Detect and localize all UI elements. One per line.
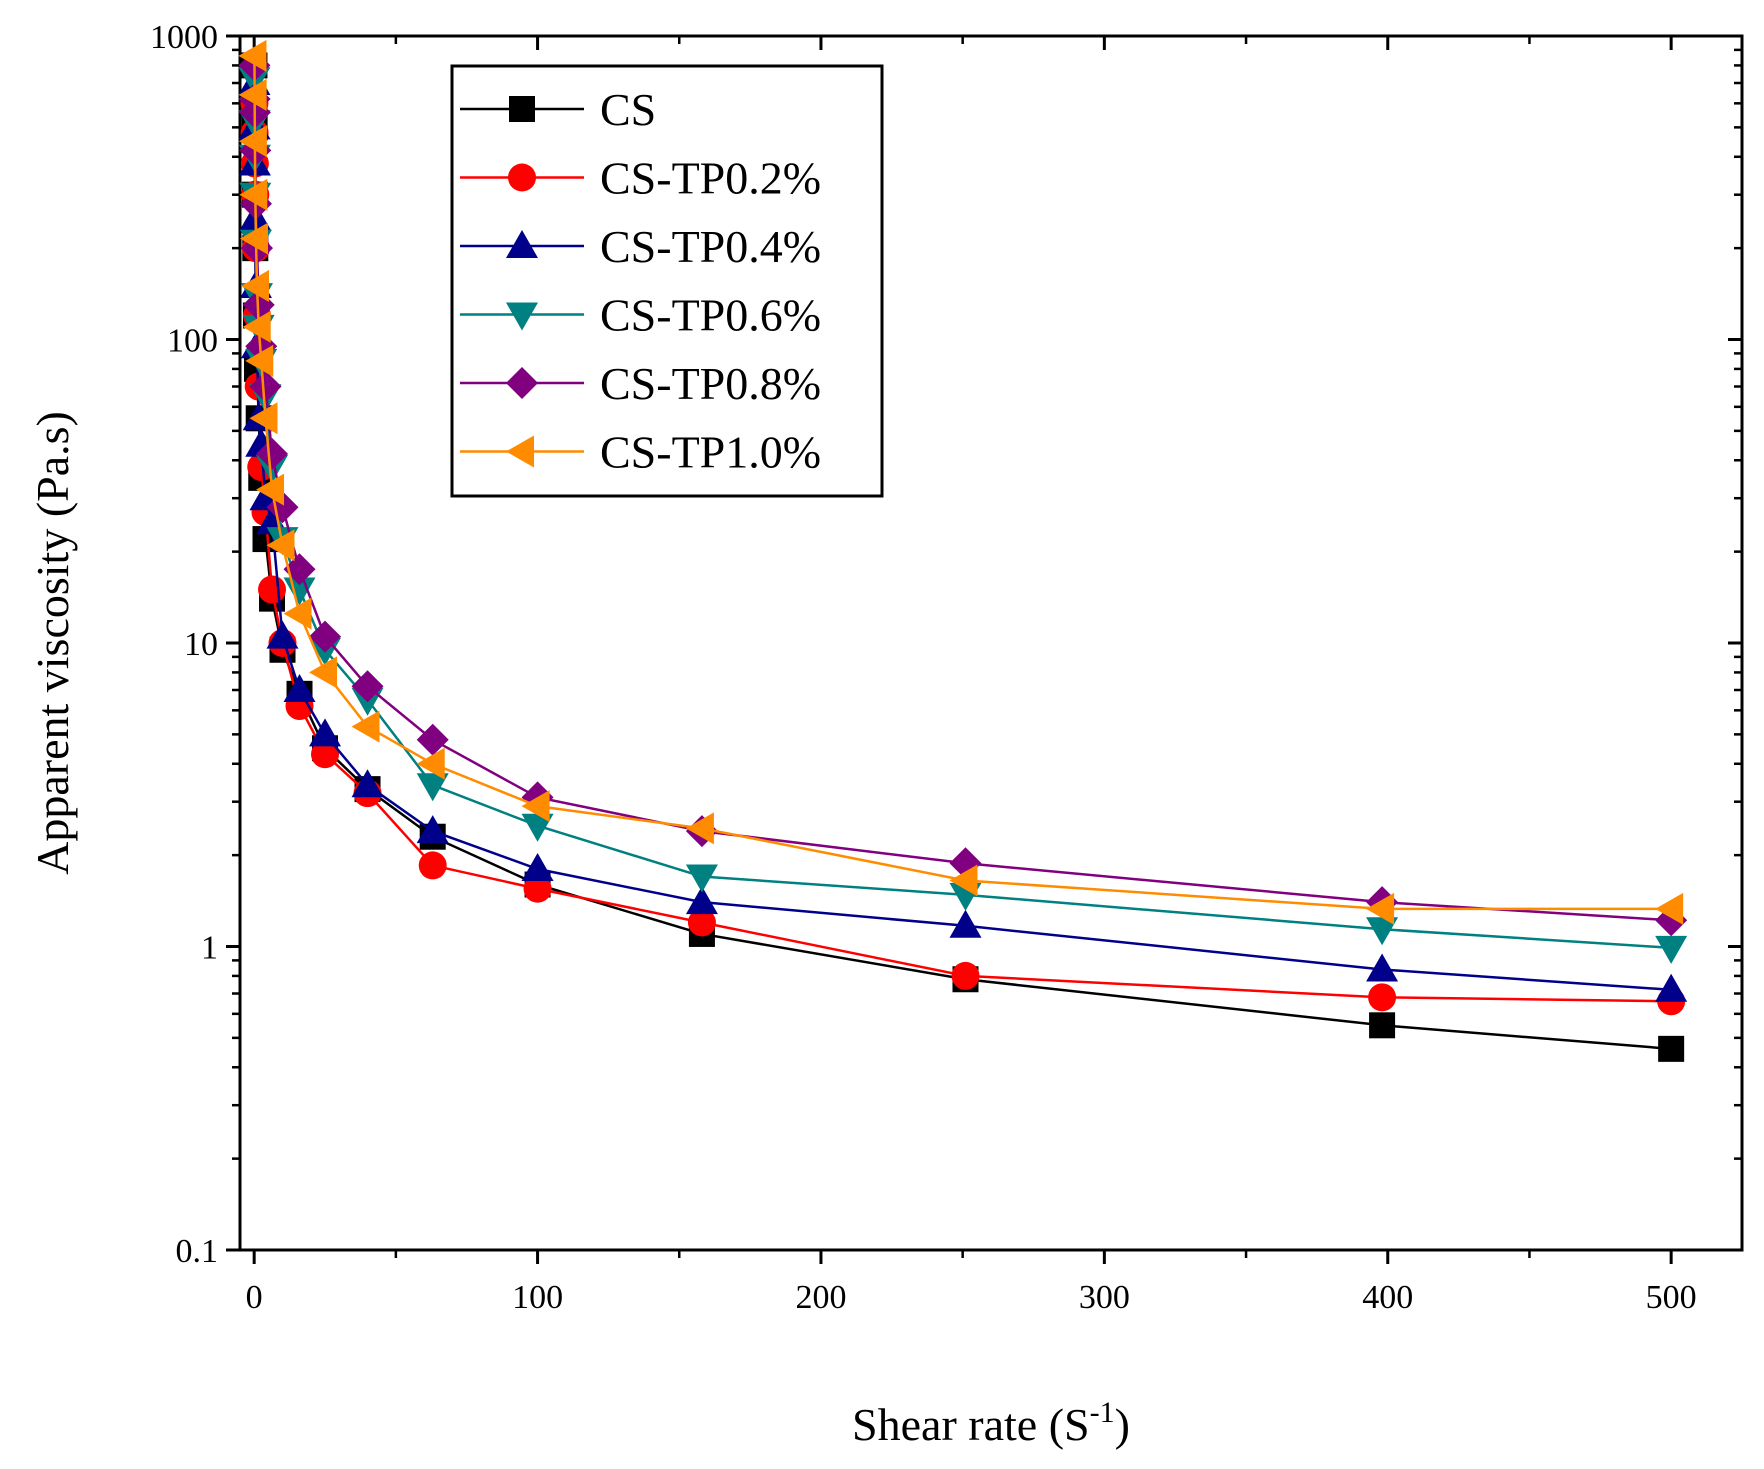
data-point — [249, 370, 282, 403]
x-axis: 0 100 200 300 400 500 — [246, 36, 1697, 1316]
legend-item: CS-TP0.2% — [460, 153, 821, 204]
legend-item: CS-TP0.4% — [460, 221, 821, 272]
x-axis-title-sup: -1 — [1090, 1396, 1115, 1429]
legend-marker — [506, 302, 538, 331]
data-point — [685, 812, 714, 845]
data-point — [238, 78, 267, 111]
legend-box — [450, 64, 884, 498]
data-point — [249, 402, 278, 435]
data-point — [1655, 973, 1688, 1002]
data-point — [1368, 983, 1397, 1012]
data-point — [245, 344, 274, 377]
x-tick-label: 300 — [1079, 1279, 1130, 1316]
data-point — [241, 270, 270, 303]
x-axis-title-tail: ) — [1115, 1399, 1130, 1450]
legend: CS CS-TP0.2% CS-TP0.4% CS-TP0.6% CS-TP0.8% CS… — [450, 64, 884, 498]
data-point — [351, 670, 384, 703]
data-point — [309, 718, 342, 747]
data-point — [309, 620, 342, 653]
data-point — [1655, 892, 1684, 925]
data-point — [416, 747, 445, 780]
data-point — [687, 908, 716, 937]
data-point — [1366, 953, 1399, 982]
legend-marker — [506, 367, 538, 399]
legend-item: CS-TP1.0% — [460, 427, 821, 478]
y-tick-label: 0.1 — [176, 1233, 219, 1270]
legend-label: CS-TP1.0% — [600, 427, 821, 478]
data-point — [1655, 935, 1688, 964]
legend-item: CS — [460, 84, 656, 135]
data-point — [416, 773, 449, 802]
data-point — [311, 740, 340, 769]
x-tick-label: 200 — [795, 1279, 846, 1316]
data-point — [242, 310, 271, 343]
legend-marker — [506, 435, 534, 468]
legend-label: CS-TP0.2% — [600, 153, 821, 204]
data-point — [685, 886, 718, 915]
data-point — [523, 874, 552, 903]
data-point — [351, 710, 380, 743]
data-point — [418, 851, 447, 880]
y-tick-label: 1000 — [150, 19, 218, 56]
x-axis-title: Shear rate (S-1) — [852, 1396, 1130, 1450]
legend-label: CS-TP0.8% — [600, 358, 821, 409]
data-point — [1366, 892, 1395, 925]
data-point — [685, 864, 718, 893]
series-layer — [238, 39, 1688, 1062]
data-point — [266, 529, 295, 562]
data-point — [258, 575, 287, 604]
y-tick-label: 10 — [184, 626, 218, 663]
y-axis: 0.1 1 10 100 1000 — [150, 19, 1742, 1270]
y-axis-title: Apparent viscosity (Pa.s) — [27, 411, 78, 875]
data-point — [266, 620, 299, 649]
data-point — [238, 125, 267, 158]
data-point — [1658, 1035, 1685, 1062]
data-point — [416, 815, 449, 844]
data-point — [256, 437, 289, 470]
data-point — [239, 178, 268, 211]
x-tick-label: 100 — [512, 1279, 563, 1316]
data-point — [521, 813, 554, 842]
x-tick-label: 0 — [246, 1279, 263, 1316]
legend-marker — [509, 96, 535, 122]
x-tick-label: 500 — [1646, 1279, 1697, 1316]
legend-item: CS-TP0.6% — [460, 290, 821, 341]
data-point — [239, 222, 268, 255]
series-cs-tp1-0- — [238, 39, 1684, 925]
x-tick-label: 400 — [1362, 1279, 1413, 1316]
legend-item: CS-TP0.8% — [460, 358, 821, 409]
data-point — [256, 473, 285, 506]
data-point — [238, 39, 267, 72]
y-tick-label: 1 — [201, 930, 218, 967]
legend-marker — [508, 163, 536, 192]
x-axis-title-main: Shear rate (S — [852, 1399, 1090, 1450]
legend-label: CS-TP0.6% — [600, 290, 821, 341]
data-point — [416, 723, 449, 756]
data-point — [521, 853, 554, 882]
legend-label: CS — [600, 84, 656, 135]
data-point — [521, 790, 550, 823]
legend-marker — [506, 230, 538, 258]
data-point — [309, 656, 338, 689]
data-point — [283, 674, 316, 703]
data-point — [1366, 917, 1399, 946]
y-tick-label: 100 — [167, 323, 218, 360]
data-point — [949, 864, 978, 897]
data-point — [283, 597, 312, 630]
data-point — [1369, 1012, 1396, 1039]
legend-label: CS-TP0.4% — [600, 221, 821, 272]
data-point — [351, 769, 384, 798]
data-point — [949, 909, 982, 938]
data-point — [951, 961, 980, 990]
